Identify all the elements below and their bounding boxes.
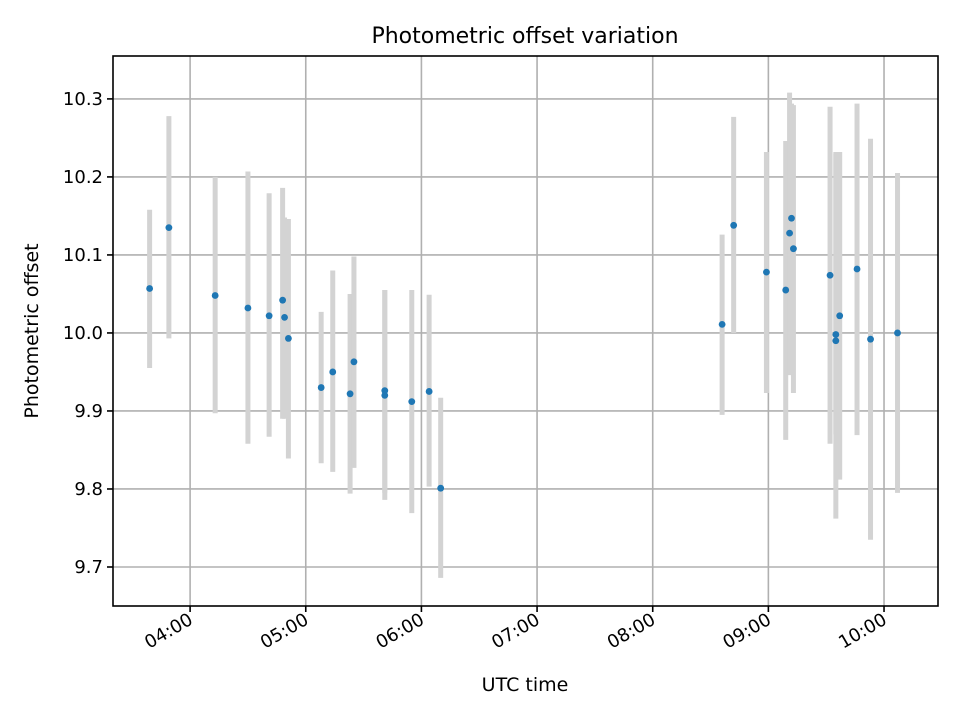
y-tick-label: 10.1 [63, 245, 103, 266]
data-point [211, 292, 219, 299]
data-point [782, 286, 790, 294]
x-tick-label: 06:00 [372, 609, 427, 653]
data-point [790, 245, 797, 253]
x-axis-label: UTC time [482, 674, 569, 696]
y-tick-label: 10.2 [63, 167, 103, 188]
grid [113, 56, 938, 606]
y-tick-label: 10.0 [63, 323, 103, 344]
y-axis-label: Photometric offset [21, 243, 43, 418]
y-tick-label: 9.9 [74, 401, 103, 422]
data-point [832, 331, 840, 338]
x-tick-label: 08:00 [604, 609, 659, 653]
y-tick-label: 9.7 [74, 557, 103, 578]
x-tick-label: 07:00 [488, 609, 543, 653]
x-tick-label: 05:00 [257, 609, 312, 653]
x-tick-label: 09:00 [719, 609, 774, 653]
data-points [146, 214, 901, 492]
data-point [317, 384, 325, 391]
plot-frame [112, 55, 939, 607]
data-point [346, 390, 354, 398]
data-point [381, 391, 389, 399]
y-tick-label: 10.3 [63, 89, 103, 110]
data-point [285, 335, 292, 342]
data-point [279, 296, 287, 304]
data-point [867, 335, 874, 343]
error-bars [147, 92, 901, 578]
data-point [832, 337, 840, 345]
data-point [281, 313, 288, 321]
data-point [763, 268, 770, 276]
data-point [146, 285, 154, 292]
data-point [350, 358, 358, 366]
x-tick-label: 10:00 [835, 609, 890, 653]
data-point [425, 388, 433, 395]
data-point [836, 312, 844, 320]
data-point [718, 320, 726, 328]
data-point [329, 368, 337, 376]
data-point [408, 398, 416, 406]
data-point [381, 387, 389, 395]
data-point [265, 312, 273, 320]
data-point [853, 265, 861, 273]
data-point [788, 214, 795, 222]
y-tick-label: 9.8 [74, 479, 103, 500]
data-point [165, 224, 173, 232]
data-point [826, 271, 834, 279]
x-tick-label: 04:00 [141, 609, 196, 653]
data-point [786, 229, 793, 237]
data-point [730, 221, 738, 229]
data-point [894, 329, 901, 337]
chart-title: Photometric offset variation [371, 24, 678, 49]
data-point [244, 304, 252, 312]
data-point [437, 484, 445, 492]
